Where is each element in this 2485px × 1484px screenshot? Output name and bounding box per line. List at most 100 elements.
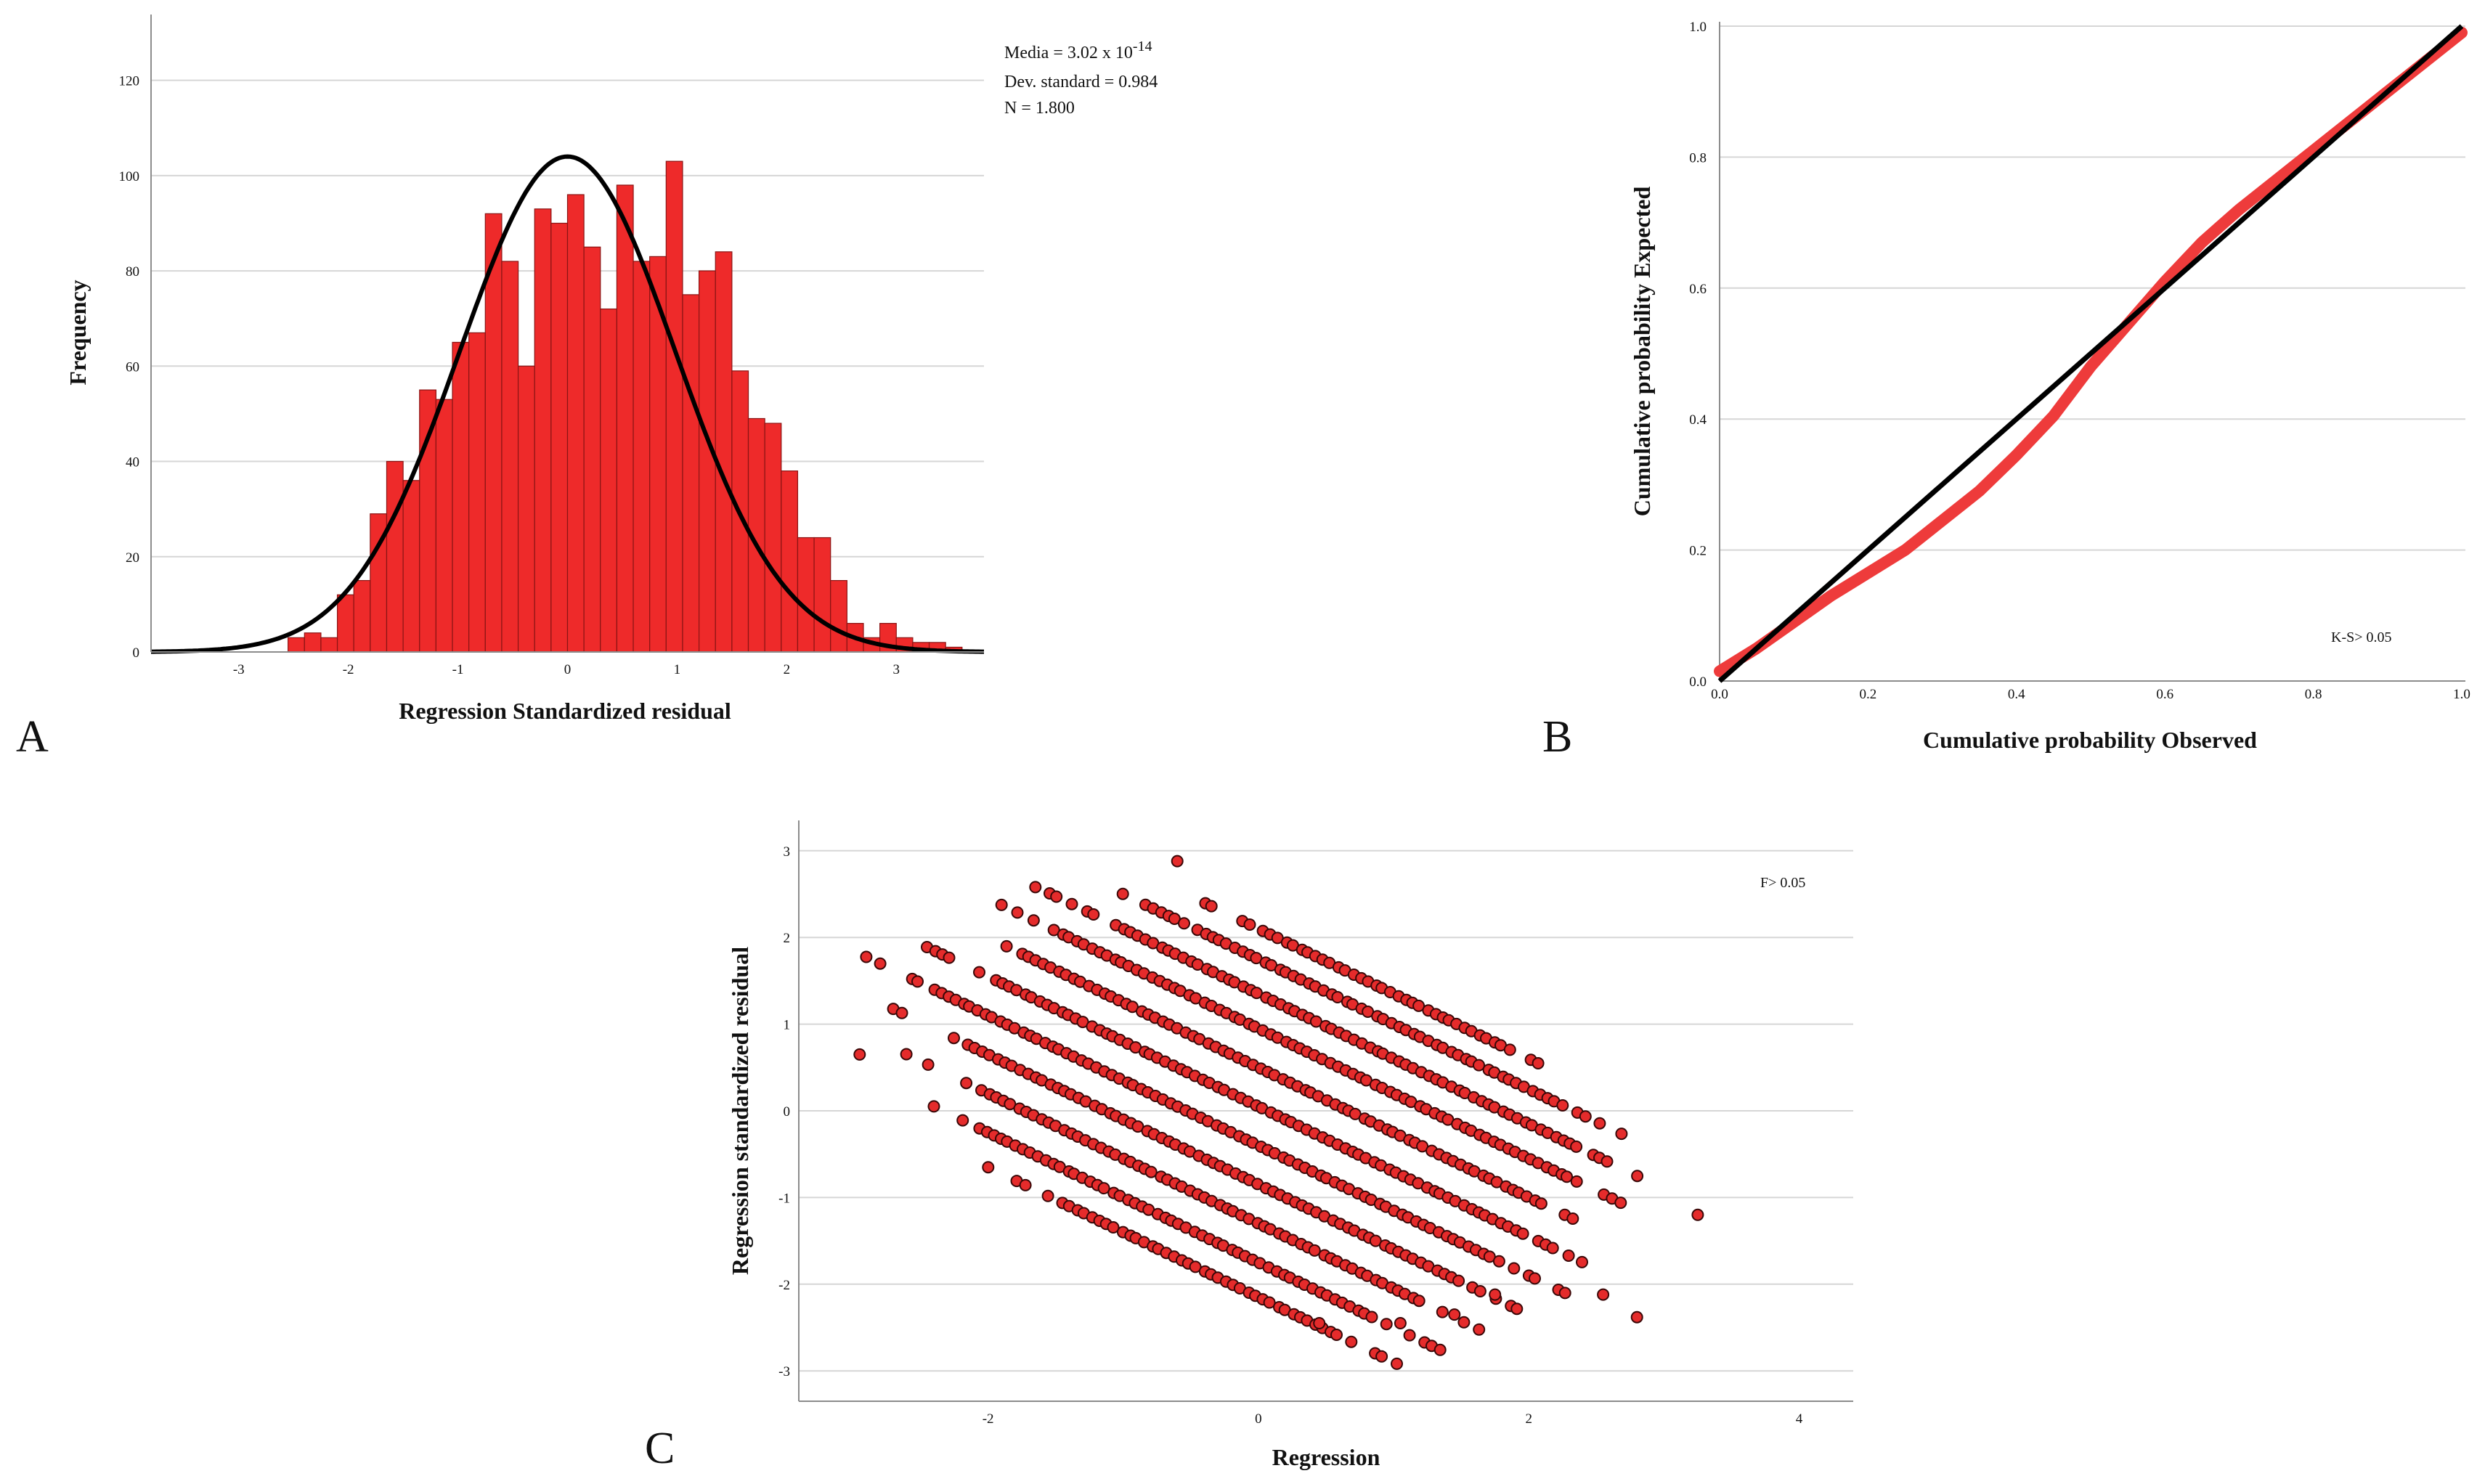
y-tick-label: 60 <box>126 359 139 375</box>
histogram-bar <box>665 160 683 653</box>
x-tick-label: -3 <box>233 662 245 677</box>
scatter-point <box>1473 1285 1486 1297</box>
scatter-point <box>1178 917 1190 930</box>
scatter-point <box>1558 1287 1571 1300</box>
scatter-point <box>874 957 887 970</box>
scatter-point <box>1546 1242 1559 1255</box>
mean-exponent: -14 <box>1133 38 1152 54</box>
scatter-point <box>1570 1175 1583 1188</box>
scatter-point <box>1489 1288 1502 1301</box>
histogram-bar <box>600 308 618 653</box>
histogram-bar <box>633 261 651 653</box>
scatter-point <box>973 966 985 979</box>
histogram-bar <box>386 460 404 653</box>
x-tick-label: 0.4 <box>2008 687 2025 702</box>
y-tick-label: 20 <box>126 550 139 566</box>
y-tick-label: 0.4 <box>1689 412 1707 428</box>
scatter-point <box>1529 1272 1541 1285</box>
scatter-point <box>911 975 924 988</box>
scatter-point <box>1532 1057 1545 1069</box>
scatter-point <box>1473 1323 1486 1336</box>
y-tick-label: 40 <box>126 455 139 470</box>
mean-label: Media = 3.02 x 10 <box>1004 44 1133 62</box>
histogram-bar <box>517 365 535 653</box>
histogram-bar <box>682 294 700 653</box>
scatter-point <box>853 1048 866 1061</box>
scatter-point <box>948 1032 960 1045</box>
panel-label-c: C <box>645 1424 675 1473</box>
scatter-point <box>1570 1140 1583 1153</box>
histogram-bar <box>402 480 420 653</box>
scatter-point <box>1205 900 1218 913</box>
panel-c-scatter: -2 0 2 4 -3 -2 -1 0 1 2 3 Regression Regression s… <box>645 820 1853 1473</box>
panel-label-a: A <box>16 712 49 762</box>
x-tick-label: 2 <box>1525 1411 1532 1427</box>
observed-pp-line <box>1714 27 2468 677</box>
scatter-point <box>1041 1189 1054 1202</box>
sd-label: Dev. standard = 0.984 <box>1004 73 1158 91</box>
y-tick-label: 3 <box>784 844 791 860</box>
y-axis-title: Frequency <box>65 280 91 385</box>
scatter-point <box>922 1058 935 1071</box>
x-tick-label: -1 <box>452 662 464 677</box>
x-tick-label: 0.0 <box>1711 687 1728 702</box>
y-tick-label: 0.8 <box>1689 150 1707 166</box>
histogram-bar <box>699 270 716 653</box>
x-tick-label: 1 <box>674 662 681 677</box>
scatter-point <box>1144 1165 1158 1178</box>
histogram-bar <box>830 579 847 653</box>
scatter-point <box>1171 855 1184 868</box>
svg-text:Media = 3.02 x 10-14: Media = 3.02 x 10-14 <box>1004 38 1152 62</box>
scatter-point <box>1011 906 1024 919</box>
y-tick-label: 0.2 <box>1689 544 1707 559</box>
scatter-point <box>1243 918 1256 931</box>
y-tick-label: 0.6 <box>1689 282 1707 297</box>
y-tick-label: 0 <box>784 1104 791 1120</box>
scatter-point <box>1375 1350 1388 1363</box>
y-tick-labels: 0 20 40 60 80 100 120 <box>119 74 140 661</box>
x-axis-title: Regression Standardized residual <box>399 698 731 724</box>
y-tick-labels: 0.0 0.2 0.4 0.6 0.8 1.0 <box>1689 20 1707 690</box>
scatter-point <box>1189 1260 1202 1273</box>
scatter-point <box>1452 1274 1465 1287</box>
scatter-point <box>895 1006 908 1019</box>
scatter-point <box>927 1100 940 1113</box>
ks-annotation: K-S> 0.05 <box>2331 629 2392 645</box>
histogram-bar <box>583 246 601 653</box>
scatter-point <box>1019 1178 1032 1191</box>
y-tick-label: 80 <box>126 264 139 280</box>
histogram-bar <box>435 399 453 653</box>
panel-label-b: B <box>1542 712 1572 762</box>
scatter-point <box>1369 1234 1382 1247</box>
panel-a-histogram: -3 -2 -1 0 1 2 3 0 20 40 60 80 100 120 Regression St… <box>16 15 1158 762</box>
scatter-point <box>1561 1170 1573 1183</box>
x-tick-label: 0.2 <box>1860 687 1877 702</box>
scatter-point <box>1691 1208 1704 1221</box>
y-tick-label: 100 <box>119 169 140 184</box>
x-tick-label: 1.0 <box>2453 687 2470 702</box>
scatter-point <box>1412 1295 1425 1308</box>
scatter-point <box>1630 1310 1643 1324</box>
scatter-point <box>1309 1015 1322 1028</box>
x-tick-labels: 0.0 0.2 0.4 0.6 0.8 1.0 <box>1711 687 2470 702</box>
histogram-bars <box>288 160 963 653</box>
x-tick-labels: -3 -2 -1 0 1 2 3 <box>233 662 900 677</box>
x-tick-labels: -2 0 2 4 <box>983 1411 1803 1427</box>
histogram-bar <box>797 537 815 653</box>
scatter-point <box>1308 1244 1321 1257</box>
scatter-point <box>1566 1212 1579 1225</box>
reference-diagonal-line <box>1717 24 2464 683</box>
scatter-point <box>1403 1329 1416 1342</box>
y-tick-label: -2 <box>778 1278 790 1293</box>
histogram-bar <box>764 423 782 653</box>
scatter-point <box>1562 1249 1575 1262</box>
scatter-point <box>1107 1221 1120 1234</box>
y-tick-label: -3 <box>778 1364 790 1379</box>
histogram-bar <box>566 194 585 653</box>
histogram-bar <box>501 261 519 653</box>
x-tick-label: 0.8 <box>2305 687 2322 702</box>
scatter-point <box>1614 1196 1627 1210</box>
scatter-point <box>1065 897 1078 910</box>
histogram-bar <box>304 632 322 653</box>
histogram-bar <box>288 637 305 653</box>
